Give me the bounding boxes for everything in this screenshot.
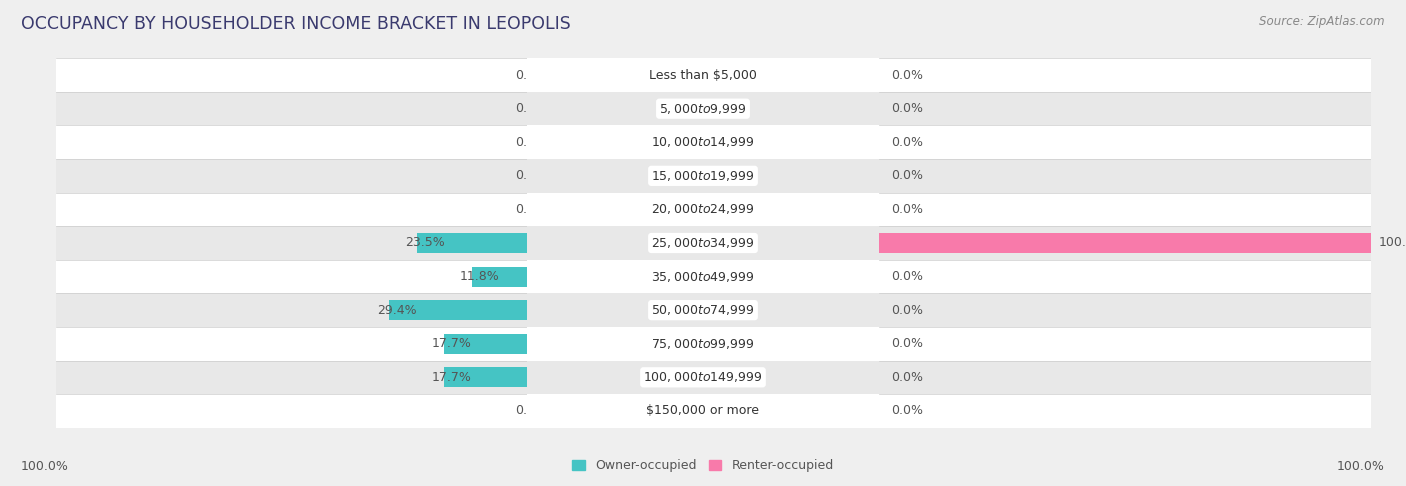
- Bar: [56, 260, 527, 294]
- Bar: [527, 327, 879, 361]
- Bar: [56, 327, 527, 361]
- Bar: [879, 327, 1371, 361]
- Bar: [56, 92, 527, 125]
- Bar: [56, 58, 527, 92]
- Bar: [56, 192, 527, 226]
- Text: 100.0%: 100.0%: [1378, 237, 1406, 249]
- Text: 29.4%: 29.4%: [377, 304, 416, 317]
- Text: $35,000 to $49,999: $35,000 to $49,999: [651, 270, 755, 283]
- Bar: [527, 394, 879, 428]
- Text: $25,000 to $34,999: $25,000 to $34,999: [651, 236, 755, 250]
- Text: 0.0%: 0.0%: [516, 203, 547, 216]
- Text: $50,000 to $74,999: $50,000 to $74,999: [651, 303, 755, 317]
- Bar: [527, 92, 879, 125]
- Text: 0.0%: 0.0%: [891, 304, 924, 317]
- Bar: [56, 294, 527, 327]
- Text: 0.0%: 0.0%: [891, 270, 924, 283]
- Bar: [527, 58, 879, 92]
- Bar: [879, 58, 1371, 92]
- Text: 0.0%: 0.0%: [891, 136, 924, 149]
- Text: $150,000 or more: $150,000 or more: [647, 404, 759, 417]
- Text: 23.5%: 23.5%: [405, 237, 444, 249]
- Text: 0.0%: 0.0%: [891, 371, 924, 384]
- Bar: [527, 294, 879, 327]
- Text: 0.0%: 0.0%: [891, 337, 924, 350]
- Text: $75,000 to $99,999: $75,000 to $99,999: [651, 337, 755, 351]
- Bar: [527, 125, 879, 159]
- Text: Source: ZipAtlas.com: Source: ZipAtlas.com: [1260, 15, 1385, 28]
- Bar: [879, 294, 1371, 327]
- Text: 0.0%: 0.0%: [891, 102, 924, 115]
- Text: 17.7%: 17.7%: [432, 337, 472, 350]
- Bar: [527, 192, 879, 226]
- Bar: [527, 159, 879, 192]
- Bar: [879, 233, 1371, 253]
- Bar: [444, 334, 527, 354]
- Text: 0.0%: 0.0%: [516, 69, 547, 82]
- Text: 100.0%: 100.0%: [1337, 460, 1385, 473]
- Bar: [879, 92, 1371, 125]
- Bar: [527, 260, 879, 294]
- Text: 100.0%: 100.0%: [21, 460, 69, 473]
- Text: OCCUPANCY BY HOUSEHOLDER INCOME BRACKET IN LEOPOLIS: OCCUPANCY BY HOUSEHOLDER INCOME BRACKET …: [21, 15, 571, 33]
- Text: $15,000 to $19,999: $15,000 to $19,999: [651, 169, 755, 183]
- Bar: [879, 226, 1371, 260]
- Text: 0.0%: 0.0%: [891, 404, 924, 417]
- Bar: [389, 300, 527, 320]
- Bar: [879, 125, 1371, 159]
- Bar: [444, 367, 527, 387]
- Bar: [879, 361, 1371, 394]
- Text: $10,000 to $14,999: $10,000 to $14,999: [651, 135, 755, 149]
- Text: 0.0%: 0.0%: [891, 169, 924, 182]
- Text: 0.0%: 0.0%: [891, 69, 924, 82]
- Bar: [471, 266, 527, 287]
- Text: 11.8%: 11.8%: [460, 270, 499, 283]
- Text: 0.0%: 0.0%: [516, 169, 547, 182]
- Bar: [56, 361, 527, 394]
- Text: 17.7%: 17.7%: [432, 371, 472, 384]
- Text: 0.0%: 0.0%: [891, 203, 924, 216]
- Text: 0.0%: 0.0%: [516, 404, 547, 417]
- Bar: [56, 394, 527, 428]
- Bar: [416, 233, 527, 253]
- Bar: [527, 226, 879, 260]
- Bar: [56, 159, 527, 192]
- Legend: Owner-occupied, Renter-occupied: Owner-occupied, Renter-occupied: [568, 454, 838, 477]
- Text: $100,000 to $149,999: $100,000 to $149,999: [644, 370, 762, 384]
- Bar: [879, 192, 1371, 226]
- Text: 0.0%: 0.0%: [516, 136, 547, 149]
- Text: Less than $5,000: Less than $5,000: [650, 69, 756, 82]
- Text: $20,000 to $24,999: $20,000 to $24,999: [651, 203, 755, 216]
- Bar: [56, 226, 527, 260]
- Bar: [527, 361, 879, 394]
- Bar: [879, 394, 1371, 428]
- Text: 0.0%: 0.0%: [516, 102, 547, 115]
- Bar: [879, 260, 1371, 294]
- Text: $5,000 to $9,999: $5,000 to $9,999: [659, 102, 747, 116]
- Bar: [879, 159, 1371, 192]
- Bar: [56, 125, 527, 159]
